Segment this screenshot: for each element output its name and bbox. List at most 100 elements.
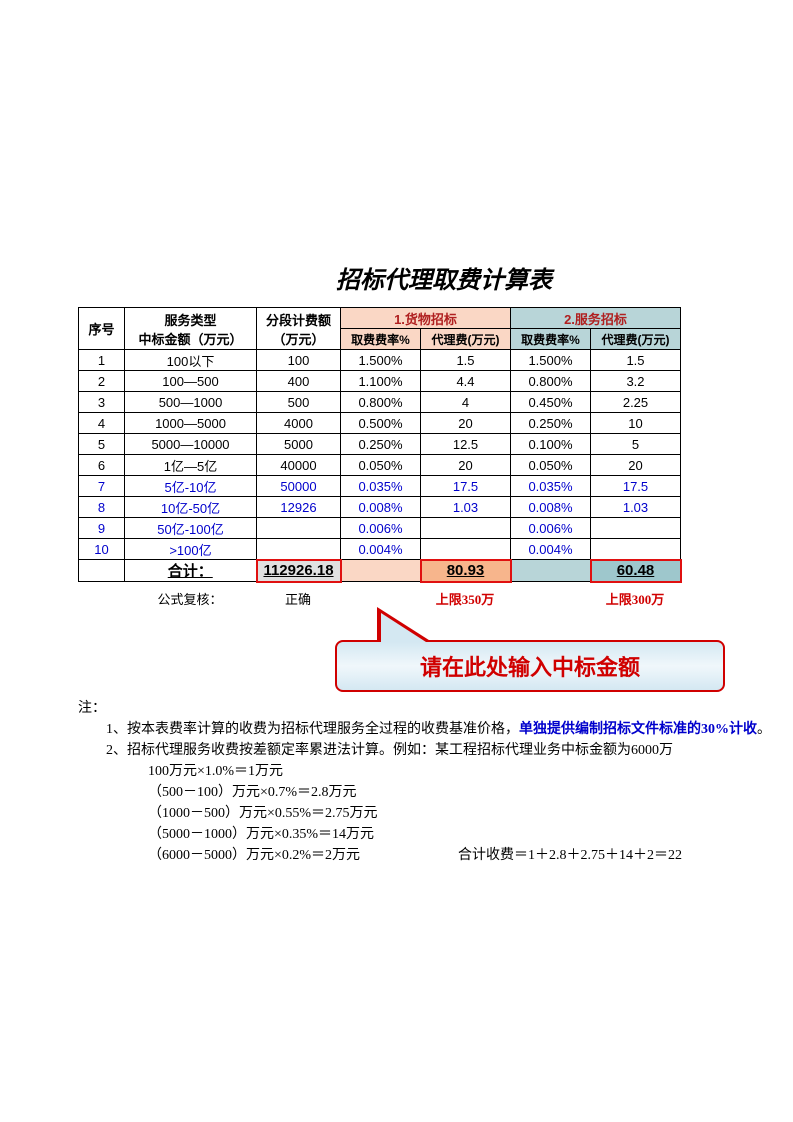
cell-goods-rate: 1.500% — [341, 350, 421, 371]
cell-service-rate: 0.050% — [511, 455, 591, 476]
cell-goods-fee — [421, 539, 511, 560]
calc-line: （6000－5000）万元×0.2%＝2万元合计收费＝1＋2.8＋2.75＋14… — [78, 845, 778, 866]
table-row: 61亿—5亿400000.050%200.050%20 — [79, 455, 681, 476]
table-row: 75亿-10亿500000.035%17.50.035%17.5 — [79, 476, 681, 497]
cell-service-rate: 1.500% — [511, 350, 591, 371]
note-1a: 1、按本表费率计算的收费为招标代理服务全过程的收费基准价格， — [106, 722, 519, 737]
segment-l1: 分段计费额 — [259, 310, 338, 329]
cell-goods-rate: 1.100% — [341, 371, 421, 392]
cell-seq: 10 — [79, 539, 125, 560]
total-service-fee: 60.48 — [591, 560, 681, 582]
total-service-rate — [511, 560, 591, 582]
cell-segment: 4000 — [257, 413, 341, 434]
cell-range: 50亿-100亿 — [125, 518, 257, 539]
cell-goods-fee: 20 — [421, 455, 511, 476]
goods-limit: 上限350万 — [420, 589, 510, 608]
col-service-header: 2.服务招标 — [511, 308, 681, 329]
service-limit: 上限300万 — [590, 589, 680, 608]
cell-range: 5000—10000 — [125, 434, 257, 455]
cell-service-fee: 5 — [591, 434, 681, 455]
cell-service-fee: 3.2 — [591, 371, 681, 392]
table-row: 2100—5004001.100%4.40.800%3.2 — [79, 371, 681, 392]
calc-line: （5000－1000）万元×0.35%＝14万元 — [78, 824, 778, 845]
cell-seq: 6 — [79, 455, 125, 476]
svctype-l2: 中标金额（万元） — [127, 329, 254, 348]
cell-goods-rate: 0.500% — [341, 413, 421, 434]
col-segment: 分段计费额 （万元） — [257, 308, 341, 350]
cell-service-rate: 0.250% — [511, 413, 591, 434]
cell-service-fee: 1.5 — [591, 350, 681, 371]
cell-seq: 9 — [79, 518, 125, 539]
col-goods-fee: 代理费(万元) — [421, 329, 511, 350]
cell-segment: 100 — [257, 350, 341, 371]
calc-line: （500－100）万元×0.7%＝2.8万元 — [78, 782, 778, 803]
check-value: 正确 — [256, 589, 340, 608]
notes-label: 注： — [78, 698, 778, 719]
cell-segment: 12926 — [257, 497, 341, 518]
cell-goods-fee: 20 — [421, 413, 511, 434]
col-service-rate: 取费费率% — [511, 329, 591, 350]
cell-goods-fee: 17.5 — [421, 476, 511, 497]
cell-service-rate: 0.800% — [511, 371, 591, 392]
cell-segment: 40000 — [257, 455, 341, 476]
segment-l2: （万元） — [259, 329, 338, 348]
cell-service-fee: 20 — [591, 455, 681, 476]
table-row: 41000—500040000.500%200.250%10 — [79, 413, 681, 434]
cell-service-rate: 0.450% — [511, 392, 591, 413]
total-empty — [79, 560, 125, 582]
callout: 请在此处输入中标金额 — [335, 640, 725, 692]
table-row: 55000—1000050000.250%12.50.100%5 — [79, 434, 681, 455]
cell-segment: 500 — [257, 392, 341, 413]
cell-seq: 7 — [79, 476, 125, 497]
below-table-notes: 公式复核： 正确 上限350万 上限300万 — [78, 589, 793, 608]
total-label: 合计： — [125, 560, 257, 582]
cell-service-rate: 0.100% — [511, 434, 591, 455]
page-title: 招标代理取费计算表 — [336, 260, 793, 295]
table-row: 3500—10005000.800%40.450%2.25 — [79, 392, 681, 413]
cell-service-fee: 1.03 — [591, 497, 681, 518]
cell-service-rate: 0.035% — [511, 476, 591, 497]
total-segment[interactable]: 112926.18 — [257, 560, 341, 582]
total-goods-fee: 80.93 — [421, 560, 511, 582]
col-seq: 序号 — [79, 308, 125, 350]
cell-goods-rate: 0.004% — [341, 539, 421, 560]
calc-sum: 合计收费＝1＋2.8＋2.75＋14＋2＝22 — [458, 845, 682, 866]
cell-range: 5亿-10亿 — [125, 476, 257, 497]
cell-segment — [257, 518, 341, 539]
note-1c: 。 — [757, 722, 771, 737]
cell-goods-fee: 4 — [421, 392, 511, 413]
cell-seq: 2 — [79, 371, 125, 392]
col-svctype: 服务类型 中标金额（万元） — [125, 308, 257, 350]
cell-service-rate: 0.006% — [511, 518, 591, 539]
cell-range: 1亿—5亿 — [125, 455, 257, 476]
cell-service-fee: 10 — [591, 413, 681, 434]
col-service-fee: 代理费(万元) — [591, 329, 681, 350]
cell-goods-rate: 0.008% — [341, 497, 421, 518]
note-1: 1、按本表费率计算的收费为招标代理服务全过程的收费基准价格，单独提供编制招标文件… — [78, 719, 778, 740]
cell-service-fee — [591, 539, 681, 560]
cell-segment — [257, 539, 341, 560]
cell-service-fee — [591, 518, 681, 539]
cell-range: 100—500 — [125, 371, 257, 392]
table-row: 10>100亿0.004%0.004% — [79, 539, 681, 560]
cell-goods-rate: 0.006% — [341, 518, 421, 539]
notes-section: 注： 1、按本表费率计算的收费为招标代理服务全过程的收费基准价格，单独提供编制招… — [78, 698, 778, 866]
callout-tail — [377, 607, 432, 642]
cell-range: 100以下 — [125, 350, 257, 371]
cell-seq: 3 — [79, 392, 125, 413]
svctype-l1: 服务类型 — [127, 310, 254, 329]
cell-goods-fee: 1.03 — [421, 497, 511, 518]
cell-segment: 5000 — [257, 434, 341, 455]
cell-range: 1000—5000 — [125, 413, 257, 434]
cell-range: 500—1000 — [125, 392, 257, 413]
cell-service-fee: 17.5 — [591, 476, 681, 497]
calc-line: （1000－500）万元×0.55%＝2.75万元 — [78, 803, 778, 824]
cell-range: >100亿 — [125, 539, 257, 560]
cell-segment: 50000 — [257, 476, 341, 497]
table-row: 1100以下1001.500%1.51.500%1.5 — [79, 350, 681, 371]
cell-seq: 8 — [79, 497, 125, 518]
cell-goods-rate: 0.035% — [341, 476, 421, 497]
cell-goods-rate: 0.800% — [341, 392, 421, 413]
cell-goods-rate: 0.250% — [341, 434, 421, 455]
calc-line: 100万元×1.0%＝1万元 — [78, 761, 778, 782]
